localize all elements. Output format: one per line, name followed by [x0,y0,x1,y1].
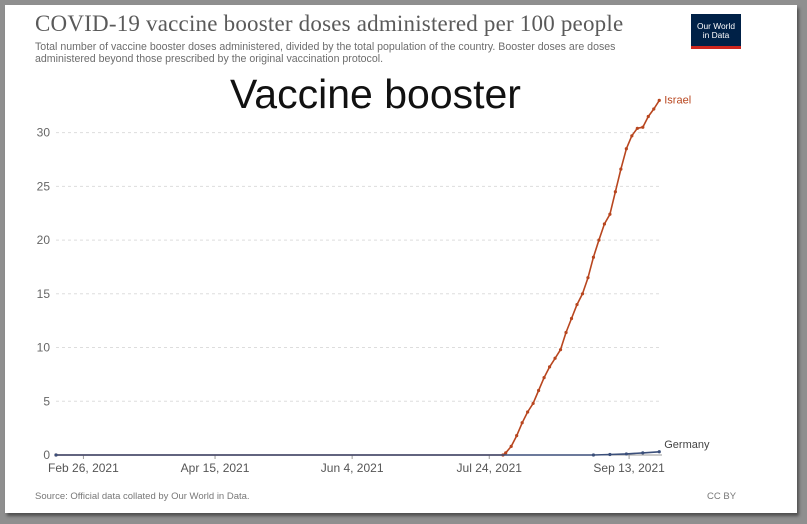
chart-card: COVID-19 vaccine booster doses administe… [5,5,797,513]
data-point-israel [630,134,634,138]
x-tick-label: Jun 4, 2021 [321,461,384,475]
data-point-israel [515,434,519,438]
data-point-israel [558,348,563,352]
data-point-israel [520,421,524,425]
y-tick-label: 15 [37,287,51,301]
series-label-germany: Germany [664,439,710,451]
chart-subtitle: Total number of vaccine booster doses ad… [35,41,616,65]
logo-line-2: in Data [702,30,730,40]
data-point-israel [608,212,612,216]
data-point-germany [624,452,628,456]
data-point-germany [54,453,58,457]
data-point-israel [646,114,650,119]
data-point-israel [526,410,530,414]
data-point-germany [591,453,596,457]
data-point-israel [564,330,568,335]
chart-title: COVID-19 vaccine booster doses administe… [35,11,624,36]
y-tick-label: 20 [37,233,51,247]
y-tick-label: 5 [43,394,50,408]
data-point-israel [553,356,557,360]
series-label-israel: Israel [664,94,691,106]
y-tick-label: 0 [43,448,50,462]
x-tick-label: Apr 15, 2021 [181,461,250,475]
our-world-in-data-logo[interactable]: Our World in Data [691,14,741,47]
data-point-israel [602,222,607,226]
data-point-israel [624,147,628,151]
source-note: Source: Official data collated by Our Wo… [35,491,250,502]
data-point-israel [619,167,623,171]
data-point-israel [547,365,552,369]
y-tick-label: 25 [37,179,51,193]
data-point-israel [509,444,513,449]
x-tick-label: Feb 26, 2021 [48,461,119,475]
logo-accent-bar [691,46,741,49]
data-point-israel [586,276,590,280]
license-label[interactable]: CC BY [707,491,737,502]
logo-line-1: Our World [696,21,735,31]
data-point-israel [537,388,541,393]
y-tick-label: 10 [37,341,51,355]
data-point-germany [608,452,612,457]
data-point-israel [531,401,535,406]
series-line-germany [56,451,660,456]
data-point-israel [635,126,639,130]
x-tick-label: Jul 24, 2021 [457,461,523,475]
data-point-israel [641,125,645,129]
x-tick-label: Sep 13, 2021 [593,461,665,475]
data-point-germany [641,451,645,455]
data-point-germany [657,450,661,454]
series-line-israel [56,99,660,456]
y-tick-label: 30 [37,126,51,140]
data-point-israel [657,98,661,102]
data-point-israel [652,107,656,111]
data-point-israel [504,451,508,455]
data-point-israel [580,292,585,296]
line-chart: 0 5 10 15 20 25 30 Feb 26, 2021 Apr 15, 2021 Jun … [37,94,710,475]
overlay-caption: Vaccine booster [230,71,521,117]
data-point-israel [591,255,596,259]
data-point-israel [597,238,601,242]
data-point-israel [613,190,617,194]
data-point-israel [569,316,574,321]
data-point-israel [542,376,546,380]
data-point-israel [575,302,579,307]
